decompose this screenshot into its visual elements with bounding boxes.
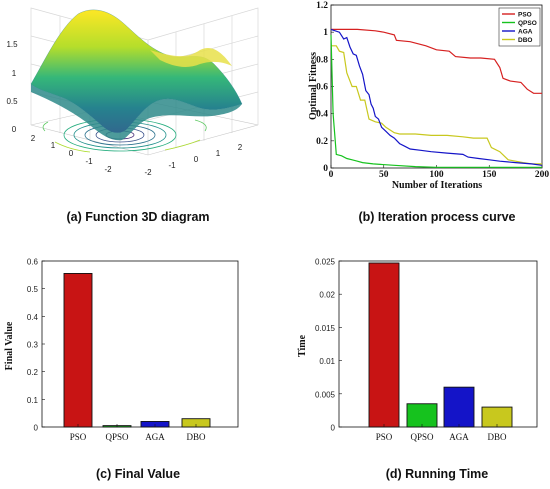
z-tick: 1 — [12, 69, 17, 78]
y-tick-label: 0.8 — [316, 55, 328, 65]
x-tick-label: AGA — [145, 432, 165, 442]
y-tick: -1 — [85, 157, 93, 166]
x-tick-label: DBO — [186, 432, 206, 442]
bar-pso — [368, 262, 400, 428]
y-tick-label: 0.2 — [316, 137, 328, 147]
y-tick-label: 0.02 — [319, 291, 335, 300]
legend-label: PSO — [518, 11, 532, 18]
y-tick-label: 0.005 — [315, 390, 336, 399]
y-tick-label: 0.4 — [27, 313, 39, 322]
x-tick: -2 — [144, 168, 152, 177]
x-tick: -1 — [168, 161, 176, 170]
surface-x-ticks: -2 -1 0 1 2 — [144, 143, 242, 177]
y-tick-label: 0 — [323, 164, 328, 174]
bars-d — [368, 262, 513, 428]
x-tick-label: PSO — [376, 432, 393, 442]
y-tick-label: 0.5 — [27, 285, 39, 294]
caption-d: (d) Running Time — [386, 467, 489, 481]
bar-aga — [443, 386, 475, 428]
x-tick-label: 200 — [535, 170, 550, 180]
x-tick-label: PSO — [70, 432, 87, 442]
y-ticks-b: 0 0.2 0.4 0.6 0.8 1 1.2 — [316, 1, 334, 174]
x-tick-label: 100 — [429, 170, 444, 180]
x-tick-label: AGA — [449, 432, 469, 442]
y-tick: 1 — [51, 141, 56, 150]
y-tick-label: 0.2 — [27, 368, 39, 377]
y-tick-label: 0 — [34, 424, 39, 433]
x-tick-label: DBO — [487, 432, 507, 442]
x-ticks-d: PSO QPSO AGA DBO — [376, 424, 507, 442]
y-tick-label: 0.6 — [27, 258, 39, 267]
series-line-aga — [330, 28, 543, 166]
y-tick-label: 0.01 — [319, 357, 335, 366]
panel-b-line: 0 0.2 0.4 0.6 0.8 1 1.2 0 50 100 150 200 Optimal F… — [308, 1, 549, 224]
caption-c: (c) Final Value — [96, 467, 180, 481]
y-tick-label: 0.6 — [316, 83, 328, 93]
y-tick-label: 0.1 — [27, 396, 39, 405]
x-tick: 0 — [194, 155, 199, 164]
x-tick: 2 — [238, 143, 243, 152]
y-tick: -2 — [104, 165, 112, 174]
ylabel-d: Time — [297, 334, 308, 357]
x-tick-label: 50 — [379, 170, 389, 180]
x-tick-label: 150 — [482, 170, 497, 180]
z-tick: 0 — [12, 125, 17, 134]
panel-d-bar: 0 0.005 0.01 0.015 0.02 0.025 PSO QPSO AGA DBO T… — [297, 258, 538, 481]
y-tick-label: 0.4 — [316, 110, 328, 120]
surface-z-ticks: 1.5 1 0.5 0 — [6, 40, 18, 134]
caption-b: (b) Iteration process curve — [359, 210, 516, 224]
bar-qpso — [406, 403, 438, 428]
xlabel-b: Number of Iterations — [392, 180, 482, 191]
z-tick: 0.5 — [6, 97, 18, 106]
x-ticks-c: PSO QPSO AGA DBO — [70, 424, 206, 442]
y-tick: 2 — [31, 134, 36, 143]
y-tick: 0 — [69, 149, 74, 158]
caption-a: (a) Function 3D diagram — [66, 210, 209, 224]
z-tick: 1.5 — [6, 40, 18, 49]
panel-a-surface: 1.5 1 0.5 0 2 1 0 -1 -2 -2 -1 0 1 2 (a) … — [6, 7, 259, 224]
panel-c-bar: 0 0.1 0.2 0.3 0.4 0.5 0.6 PSO QPSO AGA DBO Final … — [4, 258, 239, 481]
y-tick-label: 1.2 — [316, 1, 328, 11]
ylabel-c: Final Value — [4, 321, 15, 370]
x-tick-label: QPSO — [105, 432, 129, 442]
y-tick-label: 0.3 — [27, 341, 39, 350]
surface-mesh — [30, 9, 243, 141]
series-line-qpso — [330, 34, 542, 168]
x-tick-label: 0 — [329, 170, 334, 180]
bar-pso — [63, 273, 93, 428]
y-tick-label: 0.025 — [315, 258, 336, 267]
y-ticks-c: 0 0.1 0.2 0.3 0.4 0.5 0.6 — [27, 258, 45, 433]
ylabel-b: Optimal Fitness — [308, 52, 319, 120]
y-tick-label: 1 — [323, 28, 328, 38]
y-tick-label: 0.015 — [315, 324, 336, 333]
series-line-dbo — [331, 45, 542, 165]
x-tick: 1 — [216, 149, 221, 158]
y-ticks-d: 0 0.005 0.01 0.015 0.02 0.025 — [315, 258, 342, 433]
y-tick-label: 0 — [331, 424, 336, 433]
legend-label: DBO — [518, 37, 532, 44]
series-line-pso — [331, 28, 542, 94]
legend-label: QPSO — [518, 20, 537, 27]
legend-label: AGA — [518, 28, 533, 35]
surface-y-ticks: 2 1 0 -1 -2 — [31, 134, 112, 174]
x-tick-label: QPSO — [410, 432, 434, 442]
series-lines-b — [330, 28, 543, 168]
